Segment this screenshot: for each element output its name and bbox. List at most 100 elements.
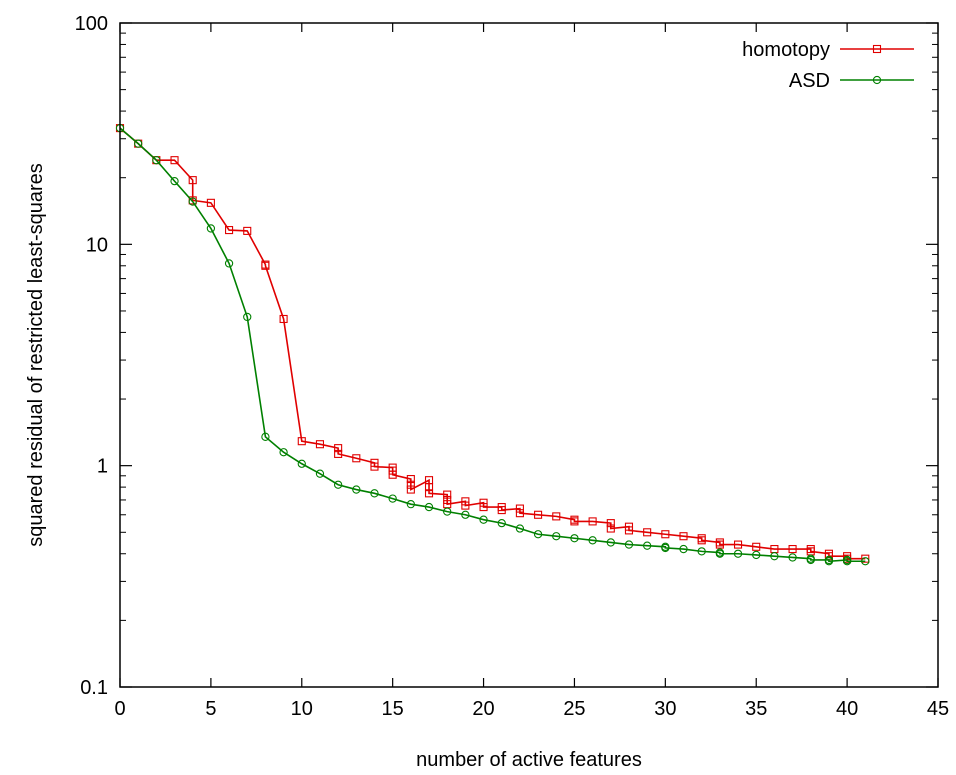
data-point bbox=[279, 314, 288, 324]
x-tick-label: 5 bbox=[205, 698, 216, 720]
data-point bbox=[315, 469, 325, 478]
data-point bbox=[443, 490, 452, 499]
data-point bbox=[679, 544, 688, 554]
x-tick-label: 40 bbox=[836, 698, 858, 720]
data-point bbox=[388, 494, 397, 503]
data-point bbox=[152, 156, 161, 165]
data-point bbox=[297, 437, 306, 446]
data-point bbox=[406, 475, 415, 484]
data-point bbox=[424, 502, 434, 512]
data-point bbox=[352, 485, 361, 494]
series-layer bbox=[115, 123, 870, 566]
data-point bbox=[715, 540, 724, 549]
data-point bbox=[188, 176, 197, 185]
data-point bbox=[261, 261, 270, 270]
y-tick-label: 10 bbox=[86, 234, 108, 256]
data-point bbox=[752, 542, 761, 551]
y-tick-label: 1 bbox=[97, 456, 108, 478]
data-point bbox=[188, 197, 197, 206]
x-tick-label: 25 bbox=[563, 698, 585, 720]
data-point bbox=[443, 507, 452, 516]
data-point bbox=[770, 552, 779, 561]
data-point bbox=[170, 156, 179, 165]
data-point bbox=[824, 557, 834, 566]
data-point bbox=[861, 557, 870, 566]
x-tick-label: 30 bbox=[654, 698, 676, 720]
data-point bbox=[661, 530, 670, 539]
data-point bbox=[588, 536, 597, 545]
data-point bbox=[206, 224, 216, 233]
data-point bbox=[643, 541, 652, 550]
data-point bbox=[570, 517, 579, 526]
data-point bbox=[752, 550, 761, 560]
data-point bbox=[479, 498, 488, 507]
legend-marker bbox=[872, 75, 882, 85]
data-point bbox=[370, 462, 379, 471]
data-point bbox=[806, 555, 815, 565]
data-point bbox=[461, 510, 470, 519]
data-point bbox=[679, 532, 688, 541]
data-point bbox=[424, 489, 434, 498]
data-point bbox=[334, 444, 343, 453]
y-tick-label: 0.1 bbox=[80, 677, 108, 699]
x-axis-title: number of active features bbox=[416, 749, 642, 771]
data-point bbox=[733, 549, 743, 558]
data-point bbox=[624, 526, 634, 535]
series-line bbox=[119, 127, 866, 563]
x-tick-label: 0 bbox=[114, 698, 125, 720]
data-point bbox=[552, 512, 561, 521]
data-point bbox=[861, 554, 870, 563]
data-point bbox=[279, 448, 288, 457]
data-point bbox=[697, 547, 706, 556]
y-axis-title: squared residual of restricted least-squ… bbox=[25, 163, 47, 547]
data-point bbox=[315, 440, 325, 449]
data-point bbox=[733, 540, 743, 549]
data-point bbox=[515, 504, 524, 513]
data-point bbox=[697, 536, 706, 545]
data-point bbox=[134, 139, 143, 148]
data-point bbox=[406, 500, 415, 509]
data-point bbox=[606, 524, 615, 533]
data-point bbox=[552, 532, 561, 541]
x-tick-label: 35 bbox=[745, 698, 767, 720]
data-point bbox=[533, 530, 543, 539]
data-point bbox=[388, 470, 397, 479]
data-point bbox=[534, 510, 543, 519]
data-point bbox=[643, 528, 652, 537]
data-point bbox=[352, 454, 361, 463]
legend: homotopy ASD bbox=[742, 39, 914, 92]
data-point bbox=[333, 480, 343, 489]
data-point bbox=[479, 503, 488, 512]
data-point bbox=[570, 534, 579, 543]
data-point bbox=[788, 545, 797, 554]
data-point bbox=[261, 432, 270, 441]
x-tick-label: 10 bbox=[291, 698, 313, 720]
data-point bbox=[225, 226, 234, 235]
data-point bbox=[297, 459, 306, 468]
data-point bbox=[461, 501, 470, 510]
legend-label: homotopy bbox=[742, 39, 830, 61]
data-point bbox=[388, 466, 397, 475]
data-point bbox=[243, 226, 252, 235]
data-point bbox=[497, 506, 506, 515]
x-tick-label: 45 bbox=[927, 698, 949, 720]
data-point bbox=[606, 538, 615, 547]
data-point bbox=[788, 553, 797, 562]
data-point bbox=[406, 485, 415, 494]
data-point bbox=[224, 259, 234, 268]
data-point bbox=[170, 176, 179, 186]
x-tick-label: 15 bbox=[382, 698, 404, 720]
legend-label: ASD bbox=[789, 70, 830, 92]
data-point bbox=[715, 549, 725, 558]
data-point bbox=[606, 519, 615, 528]
tick-layer: 0 5 10 15 20 25 30 35 40 45 0.1 1 10 100 bbox=[75, 13, 950, 720]
data-point bbox=[661, 543, 670, 553]
data-point bbox=[206, 198, 215, 207]
data-point bbox=[515, 509, 524, 518]
data-point bbox=[334, 449, 343, 458]
data-point bbox=[243, 312, 252, 322]
data-point bbox=[497, 518, 506, 528]
data-point bbox=[406, 480, 415, 489]
